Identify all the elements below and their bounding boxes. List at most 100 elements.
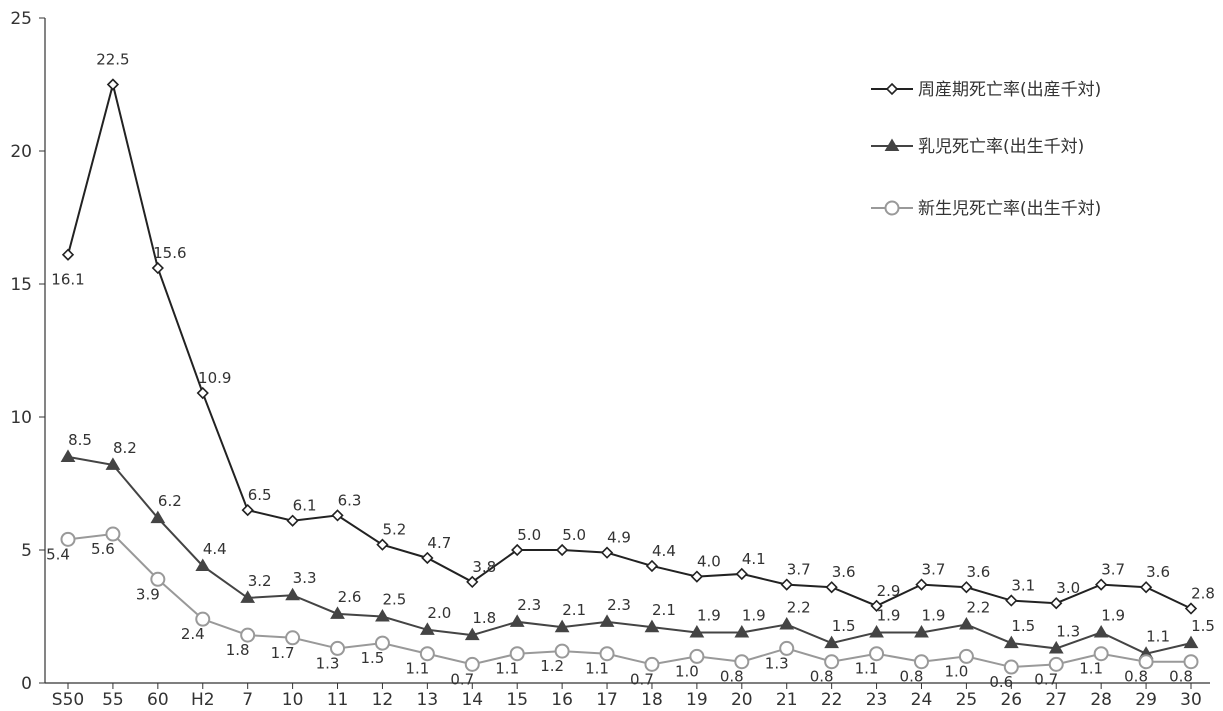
data-point-perinatal [1005, 594, 1018, 607]
data-label-infant: 1.9 [697, 606, 721, 624]
data-label-infant: 1.3 [1056, 622, 1080, 640]
data-point-neonatal [150, 571, 166, 587]
data-point-perinatal [511, 543, 524, 557]
y-tick-label: 10 [10, 408, 32, 428]
data-point-infant [1093, 624, 1109, 638]
data-label-perinatal: 5.0 [562, 526, 586, 544]
data-label-neonatal: 1.0 [944, 662, 968, 680]
series-layer: 16.1 22.5 15.6 10.9 6.5 6.1 6.3 5.2 4.7 3.8 5.0 5.0… [46, 51, 1215, 692]
data-point-neonatal [374, 635, 390, 651]
data-point-neonatal [913, 654, 929, 670]
data-label-infant: 2.3 [607, 596, 631, 614]
y-tick-label: 0 [21, 674, 32, 694]
x-tick-label: S50 [52, 690, 84, 710]
data-point-neonatal [509, 646, 525, 662]
y-tick-label: 5 [21, 541, 32, 561]
x-tick-label: 20 [731, 690, 753, 710]
data-point-perinatal [645, 559, 659, 573]
x-tick-label: 26 [1000, 690, 1022, 710]
data-point-neonatal [1048, 656, 1064, 672]
data-label-neonatal: 0.7 [1034, 670, 1058, 688]
data-point-infant [869, 624, 884, 638]
x-tick-label: 30 [1180, 690, 1202, 710]
data-label-perinatal: 6.5 [248, 486, 272, 504]
data-point-neonatal [195, 611, 211, 627]
chart-legend: 周産期死亡率(出産千対) 乳児死亡率(出生千対) 新生児死亡率(出生千対) [871, 80, 1101, 219]
data-label-perinatal: 3.7 [1101, 561, 1125, 579]
data-point-neonatal [1003, 659, 1019, 675]
data-point-infant [644, 619, 660, 633]
data-point-infant [105, 457, 121, 470]
data-label-neonatal: 0.7 [630, 670, 654, 688]
chart-axes: 0 5 10 15 20 25 S50 55 60 H2 7 10 11 12 13 14 15 16 17 18 19… [10, 9, 1210, 710]
data-label-neonatal: 1.1 [495, 660, 519, 678]
x-tick-label: 25 [956, 690, 978, 710]
data-label-infant: 4.4 [203, 540, 227, 558]
data-label-neonatal: 0.8 [1169, 668, 1193, 686]
data-point-neonatal [644, 656, 660, 672]
data-point-infant [689, 624, 705, 638]
data-label-infant: 2.3 [517, 596, 541, 614]
data-point-perinatal [825, 581, 838, 594]
data-label-perinatal: 4.4 [652, 542, 676, 560]
x-tick-label: 28 [1090, 690, 1112, 710]
data-point-perinatal [196, 386, 209, 400]
x-tick-label: 17 [596, 690, 618, 710]
data-point-infant [734, 624, 750, 638]
x-tick-label: 18 [641, 690, 663, 710]
data-point-neonatal [869, 646, 885, 662]
x-tick-label: 29 [1135, 690, 1157, 710]
x-tick-label: 27 [1045, 690, 1067, 710]
y-tick-label: 20 [10, 142, 32, 162]
data-label-neonatal: 0.7 [450, 670, 474, 688]
data-point-perinatal [915, 578, 928, 591]
data-label-infant: 1.5 [832, 617, 856, 635]
data-label-perinatal: 4.1 [742, 550, 766, 568]
data-point-infant [959, 616, 974, 630]
data-label-infant: 2.2 [787, 598, 811, 616]
data-point-neonatal [599, 646, 615, 662]
data-label-infant: 8.5 [68, 431, 92, 449]
data-point-perinatal [331, 509, 344, 522]
y-tick-label: 25 [10, 9, 32, 29]
x-tick-label: 10 [282, 690, 304, 710]
data-label-infant: 1.9 [877, 606, 901, 624]
data-label-neonatal: 1.2 [540, 657, 564, 675]
x-tick-label: 7 [242, 690, 253, 710]
series-neonatal: 5.4 5.6 3.9 2.4 1.8 1.7 1.3 1.5 1.1 0.7 1.1 1.2 1.1 0… [46, 526, 1199, 691]
data-label-neonatal: 3.9 [136, 585, 160, 603]
legend-label: 乳児死亡率(出生千対) [918, 137, 1084, 157]
data-point-infant [330, 606, 345, 619]
x-tick-label: 19 [686, 690, 708, 710]
data-point-infant [375, 609, 390, 622]
data-point-perinatal [1184, 602, 1198, 615]
data-label-neonatal: 0.8 [900, 668, 924, 686]
data-point-perinatal [1095, 578, 1108, 591]
legend-marker [884, 200, 900, 216]
data-point-neonatal [419, 646, 435, 662]
series-line-infant [67, 455, 1192, 655]
data-label-infant: 1.5 [1191, 617, 1215, 635]
data-point-perinatal [780, 578, 793, 591]
data-point-neonatal [958, 648, 974, 664]
data-label-infant: 3.3 [293, 569, 317, 587]
data-label-perinatal: 16.1 [51, 271, 84, 289]
data-point-infant [509, 614, 525, 627]
data-point-perinatal [376, 538, 389, 551]
data-point-infant [240, 590, 256, 603]
x-tick-label: 22 [821, 690, 843, 710]
data-point-neonatal [554, 643, 570, 659]
data-point-infant [1183, 635, 1199, 649]
data-point-infant [285, 587, 300, 601]
data-label-perinatal: 10.9 [198, 369, 231, 387]
data-point-perinatal [1050, 597, 1063, 610]
x-tick-label: 55 [102, 690, 124, 710]
data-label-perinatal: 2.9 [877, 582, 901, 600]
data-point-infant [195, 558, 211, 572]
data-label-infant: 6.2 [158, 492, 182, 510]
data-label-neonatal: 1.8 [226, 641, 250, 659]
x-tick-label: H2 [191, 690, 215, 710]
x-tick-label: 60 [147, 690, 169, 710]
data-label-perinatal: 6.3 [338, 491, 362, 509]
